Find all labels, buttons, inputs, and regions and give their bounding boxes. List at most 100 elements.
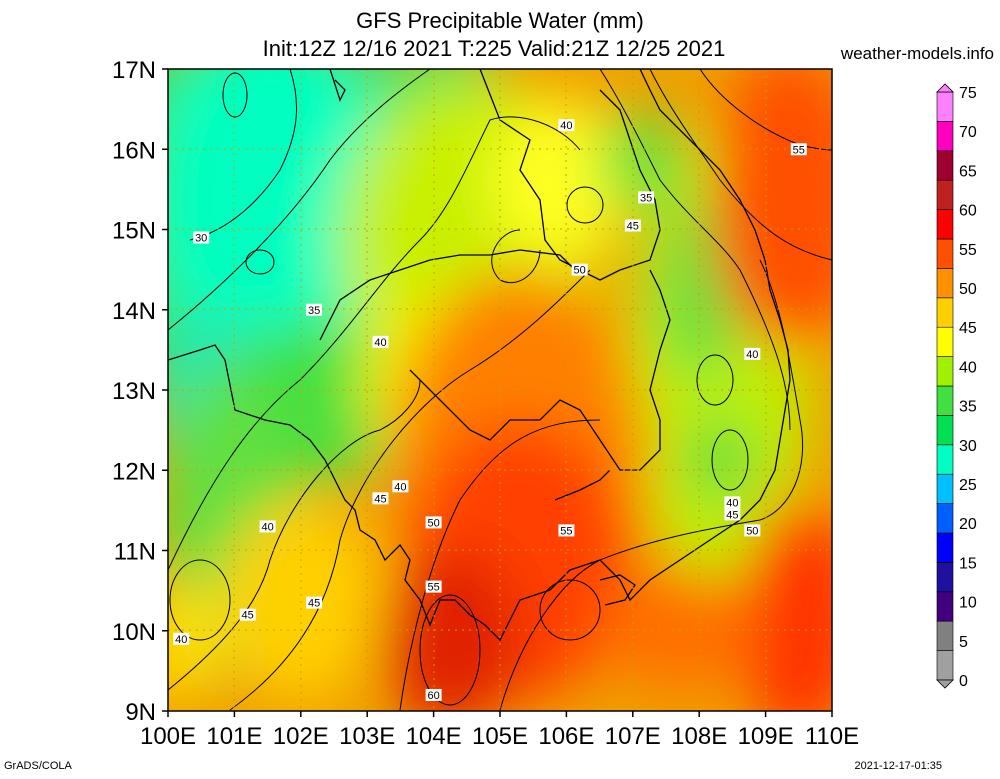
contour-label: 40 (374, 337, 386, 349)
y-tick-label: 14N (112, 298, 156, 325)
y-tick-label: 15N (112, 218, 156, 245)
contour-label: 60 (427, 690, 439, 702)
colorbar-swatch (936, 297, 954, 328)
colorbar-tick-label: 50 (959, 281, 977, 298)
contour-label-bg (790, 143, 807, 156)
contour-label-bg (173, 632, 190, 645)
contour-label: 40 (175, 634, 187, 646)
x-tick-label: 103E (339, 723, 395, 750)
colorbar-swatch (936, 473, 954, 504)
colorbar-swatch (936, 238, 954, 269)
contour-label-bg (193, 231, 210, 244)
contour-label: 50 (427, 517, 439, 529)
colorbar-swatch (936, 268, 954, 299)
contour-label: 45 (308, 598, 320, 610)
y-tick-label: 17N (112, 57, 156, 84)
source-label: weather-models.info (840, 44, 994, 63)
footer-timestamp: 2021-12-17-01:35 (854, 760, 942, 772)
contour-label-bg (638, 191, 655, 204)
map-subtitle: Init:12Z 12/16 2021 T:225 Valid:21Z 12/2… (262, 36, 726, 61)
contour-label: 40 (394, 481, 406, 493)
contour-label: 45 (627, 220, 639, 232)
colorbar-tick-label: 0 (959, 673, 968, 690)
colorbar-tick-label: 10 (959, 595, 977, 612)
coastlines (168, 69, 791, 642)
graticule (168, 69, 832, 711)
contour-label: 45 (726, 509, 738, 521)
contour-label-bg (624, 219, 641, 232)
contour-label-bg (425, 580, 442, 593)
colorbar-swatch (936, 150, 954, 181)
contour-label: 40 (261, 521, 273, 533)
colorbar: 0 5 10 15 20 25 30 35 40 45 50 55 60 65 70 75 (936, 83, 977, 690)
colorbar-swatch (936, 121, 954, 152)
contour-label-bg (372, 335, 389, 348)
contour-label: 55 (560, 525, 572, 537)
contour-label-bg (571, 263, 588, 276)
colorbar-swatch (936, 385, 954, 416)
colorbar-top-arrow (936, 83, 954, 93)
colorbar-tick-label: 30 (959, 438, 977, 455)
y-tick-label: 11N (114, 539, 156, 566)
colorbar-tick-label: 45 (959, 320, 977, 337)
contour-label-bg (392, 480, 409, 493)
contour-label: 35 (308, 305, 320, 317)
x-tick-label: 100E (140, 723, 196, 750)
contour-label-bg (558, 524, 575, 537)
contour-label: 45 (374, 493, 386, 505)
colorbar-swatch (936, 650, 954, 681)
colorbar-swatch (936, 444, 954, 475)
contour-label: 55 (793, 144, 805, 156)
footer-software-label: GrADS/COLA (4, 760, 72, 772)
contour-label: 45 (242, 610, 254, 622)
contour-label: 50 (746, 525, 758, 537)
x-tick-label: 109E (738, 723, 794, 750)
colorbar-tick-label: 15 (959, 555, 977, 572)
x-tick-label: 106E (538, 723, 594, 750)
colorbar-swatch (936, 91, 954, 122)
colorbar-tick-label: 65 (959, 163, 977, 180)
y-tick-label: 9N (125, 699, 156, 726)
colorbar-tick-label: 75 (959, 85, 977, 102)
colorbar-tick-label: 5 (959, 634, 968, 651)
contour-label-bg (239, 608, 256, 621)
colorbar-tick-label: 70 (959, 124, 977, 141)
contour-label-bg (558, 119, 575, 132)
contour-label-bg (425, 688, 442, 701)
y-tick-label: 12N (112, 458, 156, 485)
contour-label-bg (744, 524, 761, 537)
colorbar-tick-label: 20 (959, 516, 977, 533)
contour-label-bg (306, 303, 323, 316)
y-tick-label: 16N (112, 137, 156, 164)
contour-label: 50 (574, 265, 586, 277)
contour-label: 40 (726, 497, 738, 509)
contour-label: 35 (640, 192, 652, 204)
contour-label: 40 (746, 349, 758, 361)
contour-label-bg (724, 496, 741, 509)
colorbar-swatch (936, 356, 954, 387)
colorbar-swatch (936, 415, 954, 446)
contour-label: 55 (427, 582, 439, 594)
contour-label: 30 (195, 233, 207, 245)
colorbar-swatch (936, 620, 954, 651)
colorbar-tick-label: 60 (959, 203, 977, 220)
axis-ticks: 100E 101E 102E 103E 104E 105E 106E 107E 108E 109E… (112, 57, 859, 750)
y-tick-label: 13N (112, 378, 156, 405)
colorbar-tick-label: 25 (959, 477, 977, 494)
colorbar-swatch (936, 326, 954, 357)
y-tick-label: 10N (112, 619, 156, 646)
colorbar-swatch (936, 503, 954, 534)
x-tick-label: 105E (472, 723, 528, 750)
contour-label-bg (372, 492, 389, 505)
colorbar-bottom-arrow (936, 679, 954, 689)
colorbar-swatch (936, 209, 954, 240)
colorbar-swatch (936, 532, 954, 563)
contour-label-bg (306, 596, 323, 609)
x-tick-label: 104E (406, 723, 462, 750)
contour-label: 40 (560, 120, 572, 132)
colorbar-swatch (936, 179, 954, 210)
contour-label-bg (744, 347, 761, 360)
